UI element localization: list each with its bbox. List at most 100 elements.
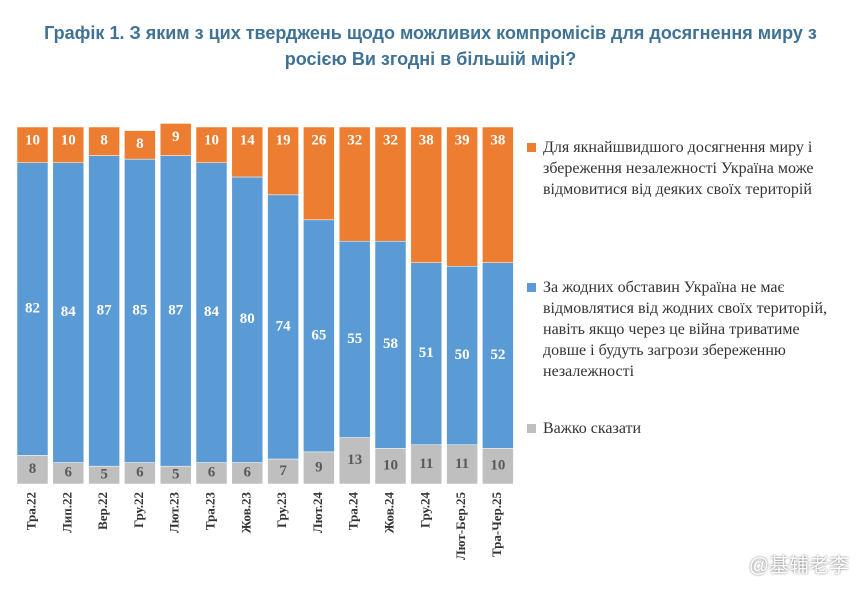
x-tick-label: Гру.22 xyxy=(131,492,146,528)
value-label: 74 xyxy=(276,318,292,334)
bar-segment xyxy=(482,262,514,449)
value-label: 51 xyxy=(419,345,434,361)
legend-item: Для якнайшвидшого досягнення миру і збер… xyxy=(527,137,827,200)
bar-segment xyxy=(338,240,371,438)
legend-swatch xyxy=(527,283,536,292)
legend-label: Важко сказати xyxy=(543,420,642,437)
value-label: 19 xyxy=(276,132,291,148)
value-label: 9 xyxy=(172,129,180,145)
x-tick-label: Тра.23 xyxy=(202,492,217,531)
x-tick-label: Лют.24 xyxy=(310,492,325,534)
value-label: 87 xyxy=(168,302,184,318)
bar-segment xyxy=(195,126,228,163)
value-label: 82 xyxy=(25,301,40,317)
value-label: 5 xyxy=(100,467,108,483)
watermark: @基辅老李 xyxy=(748,555,849,577)
bar-segment xyxy=(267,126,299,196)
value-label: 58 xyxy=(383,336,398,352)
legend-swatch xyxy=(527,143,536,152)
x-tick-label: Жов.24 xyxy=(381,492,396,534)
bar-segment xyxy=(16,455,49,485)
value-label: 10 xyxy=(204,132,219,148)
value-label: 55 xyxy=(347,331,362,347)
value-label: 6 xyxy=(65,465,73,481)
value-label: 8 xyxy=(136,136,144,152)
value-label: 10 xyxy=(383,458,398,474)
bar-segment xyxy=(88,155,120,467)
x-tick-label: Тра-Чер.25 xyxy=(489,492,504,558)
x-tick-label: Вер.22 xyxy=(95,492,110,530)
value-label: 26 xyxy=(311,132,327,148)
bar-segment xyxy=(338,126,371,242)
x-tick-label: Лют-Бер.25 xyxy=(453,492,468,561)
x-tick-label: Гру.24 xyxy=(417,492,432,528)
legend-item: За жодних обставин Україна не має відмов… xyxy=(527,277,827,382)
bar-segment xyxy=(267,194,299,460)
value-label: 50 xyxy=(455,347,470,363)
bar-segment xyxy=(88,126,120,156)
value-label: 13 xyxy=(347,452,362,468)
value-label: 38 xyxy=(490,132,505,148)
bar-segment xyxy=(374,126,407,242)
value-label: 52 xyxy=(490,347,505,363)
bar-segment xyxy=(446,265,478,445)
value-label: 39 xyxy=(455,132,470,148)
bar-segment xyxy=(410,262,443,445)
bar-segment xyxy=(16,126,49,163)
value-label: 6 xyxy=(136,465,144,481)
bar-segment xyxy=(410,126,443,263)
legend-label: Для якнайшвидшого досягнення миру і збер… xyxy=(543,139,814,198)
bar-segment xyxy=(338,437,371,485)
bar-segment xyxy=(374,448,407,485)
bar-segment xyxy=(52,126,85,163)
bar-segment xyxy=(231,176,264,463)
bar-segment xyxy=(124,130,156,160)
value-label: 87 xyxy=(97,302,113,318)
legend-swatch xyxy=(527,424,536,433)
value-label: 10 xyxy=(490,458,505,474)
value-label: 10 xyxy=(25,132,40,148)
bar-segment xyxy=(124,158,156,463)
bar-segment xyxy=(303,219,335,453)
legend-label: За жодних обставин Україна не має відмов… xyxy=(543,279,828,380)
value-label: 84 xyxy=(204,304,220,320)
value-label: 38 xyxy=(419,132,434,148)
value-label: 6 xyxy=(208,465,216,481)
value-label: 7 xyxy=(279,463,287,479)
value-label: 11 xyxy=(419,456,433,472)
x-tick-label: Лип.22 xyxy=(59,492,74,533)
value-label: 10 xyxy=(61,132,76,148)
value-label: 8 xyxy=(100,132,108,148)
value-label: 85 xyxy=(132,302,147,318)
chart-title: Графік 1. З яким з цих тверджень щодо мо… xyxy=(44,23,817,69)
x-tick-label: Гру.23 xyxy=(274,492,289,528)
bar-segment xyxy=(231,126,264,178)
x-tick-label: Жов.23 xyxy=(238,492,253,534)
value-label: 14 xyxy=(240,132,256,148)
bar-segment xyxy=(16,162,49,456)
legend-item: Важко сказати xyxy=(527,418,827,439)
x-tick-label: Тра.22 xyxy=(23,492,38,530)
bar-segment xyxy=(159,123,192,156)
value-label: 84 xyxy=(61,304,77,320)
x-tick-label: Тра.24 xyxy=(346,492,361,531)
value-label: 32 xyxy=(347,132,362,148)
bar-segment xyxy=(482,126,514,263)
bar-segment xyxy=(446,126,478,267)
bar-segment xyxy=(303,126,335,221)
value-label: 6 xyxy=(244,465,252,481)
value-label: 65 xyxy=(311,327,326,343)
value-label: 32 xyxy=(383,132,398,148)
value-label: 9 xyxy=(315,459,323,475)
value-label: 8 xyxy=(29,461,37,477)
value-label: 80 xyxy=(240,311,255,327)
bar-segment xyxy=(195,162,228,463)
bar-segment xyxy=(482,448,514,485)
bar-segment xyxy=(159,155,192,467)
value-label: 5 xyxy=(172,467,180,483)
x-tick-label: Лют.23 xyxy=(167,492,182,534)
value-label: 11 xyxy=(455,456,469,472)
bar-segment xyxy=(446,444,478,485)
